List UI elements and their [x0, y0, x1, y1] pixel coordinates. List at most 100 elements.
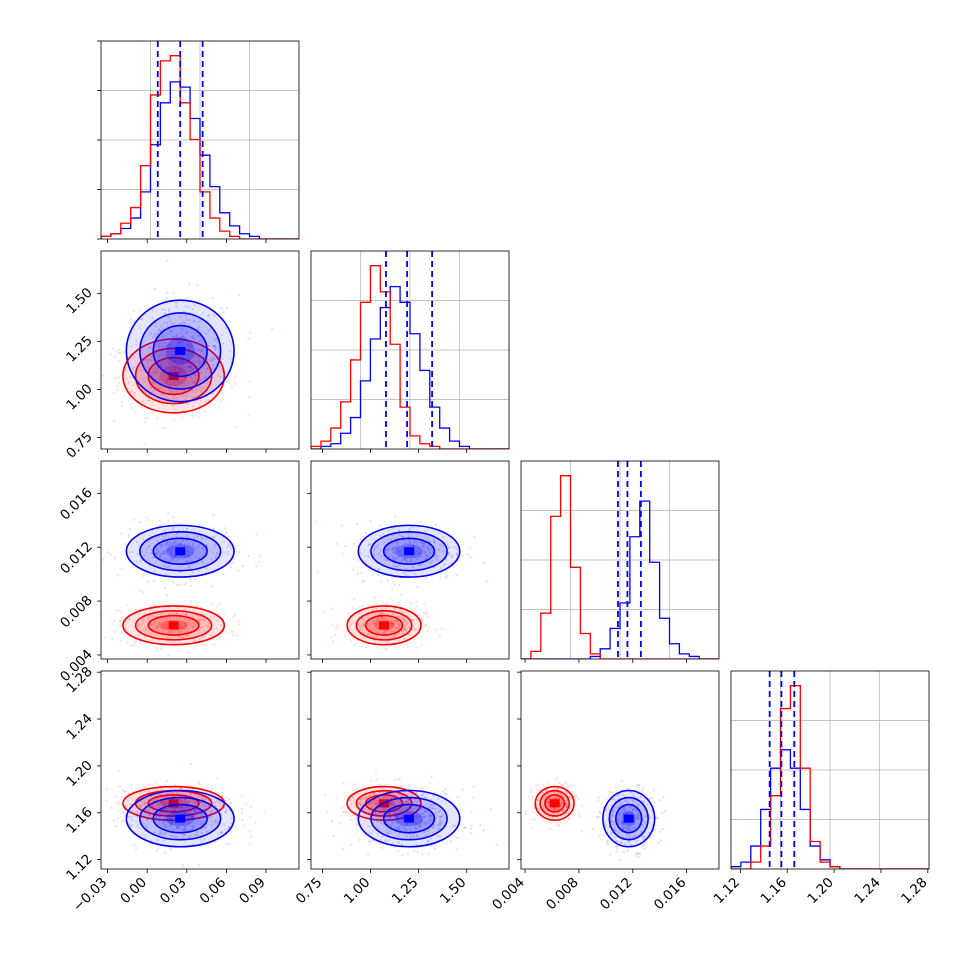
scatter-point [344, 544, 347, 547]
scatter-point [416, 822, 419, 826]
scatter-point [160, 329, 163, 332]
scatter-point [204, 362, 207, 365]
panel-content [314, 515, 488, 651]
scatter-point [403, 638, 406, 641]
scatter-point [131, 384, 135, 387]
scatter-point [377, 631, 380, 634]
scatter-point [566, 785, 570, 788]
scatter-point [158, 620, 162, 623]
scatter-point [622, 850, 625, 854]
scatter-point [356, 545, 359, 548]
scatter-point [168, 619, 172, 622]
scatter-point [158, 345, 161, 348]
scatter-point [149, 386, 153, 389]
scatter-point [248, 396, 251, 399]
scatter-point [140, 559, 143, 562]
scatter-point [166, 324, 169, 327]
scatter-point [174, 555, 177, 558]
scatter-point [324, 794, 327, 797]
scatter-point [117, 817, 120, 820]
scatter-point [212, 345, 216, 348]
contour-blue [152, 803, 208, 834]
scatter-point [202, 643, 205, 646]
scatter-point [364, 812, 367, 815]
scatter-point [417, 818, 421, 821]
scatter-point [406, 800, 409, 803]
scatter-point [241, 795, 244, 798]
scatter-point [157, 328, 160, 331]
scatter-point [179, 623, 182, 627]
panel-2-2 [520, 460, 720, 663]
scatter-point [217, 406, 220, 410]
scatter-point [201, 797, 204, 800]
scatter-point [156, 332, 159, 336]
scatter-point [171, 397, 175, 400]
scatter-point [150, 548, 153, 551]
scatter-point [163, 625, 166, 628]
scatter-point [157, 342, 160, 345]
scatter-point [358, 606, 361, 609]
scatter-point [161, 543, 164, 547]
scatter-point [177, 379, 181, 382]
scatter-point [218, 809, 221, 812]
scatter-point [423, 542, 426, 546]
scatter-point [145, 802, 148, 805]
scatter-point [428, 626, 431, 629]
scatter-point [194, 554, 197, 557]
scatter-point [182, 620, 185, 623]
scatter-point [153, 621, 156, 624]
scatter-point [206, 562, 209, 565]
scatter-point [598, 811, 602, 814]
y-tick-label: 1.00 [63, 381, 96, 414]
scatter-point [171, 791, 174, 794]
scatter-point [210, 558, 213, 561]
x-tick-label: 0.00 [117, 875, 150, 908]
scatter-point [403, 827, 406, 831]
scatter-point [442, 628, 445, 631]
scatter-point [361, 604, 364, 607]
scatter-point [408, 541, 411, 544]
scatter-point [426, 842, 429, 845]
scatter-point [362, 623, 366, 626]
scatter-point [228, 349, 232, 353]
scatter-point [377, 617, 380, 620]
scatter-point [170, 358, 173, 362]
scatter-point [187, 800, 190, 803]
scatter-point [153, 367, 157, 370]
scatter-point [175, 791, 178, 794]
scatter-point [227, 825, 230, 829]
scatter-point [193, 794, 196, 797]
scatter-point [413, 849, 416, 852]
scatter-point [218, 637, 221, 640]
scatter-point [162, 808, 165, 812]
scatter-point [404, 542, 408, 545]
scatter-point [202, 636, 205, 639]
scatter-point [341, 552, 344, 555]
scatter-point [156, 647, 159, 650]
scatter-point [556, 811, 560, 815]
scatter-point [163, 355, 167, 358]
scatter-point [160, 365, 163, 368]
scatter-point [125, 804, 128, 807]
scatter-point [215, 619, 218, 622]
scatter-point [140, 629, 143, 633]
density-peak-blue [175, 547, 186, 556]
scatter-point [401, 629, 404, 632]
scatter-point [183, 811, 187, 814]
contour-blue [357, 789, 461, 848]
scatter-point [373, 554, 376, 557]
scatter-point [409, 560, 412, 563]
scatter-point [199, 363, 202, 366]
scatter-point [356, 639, 359, 642]
scatter-point [159, 546, 163, 550]
scatter-point [544, 795, 548, 798]
scatter-point [116, 574, 119, 577]
scatter-point [183, 807, 187, 810]
scatter-point [241, 564, 244, 567]
scatter-point [424, 623, 427, 627]
scatter-point [661, 827, 664, 831]
scatter-point [175, 302, 178, 305]
density-peak-red [379, 621, 390, 630]
scatter-point [384, 630, 387, 633]
scatter-point [164, 801, 168, 804]
